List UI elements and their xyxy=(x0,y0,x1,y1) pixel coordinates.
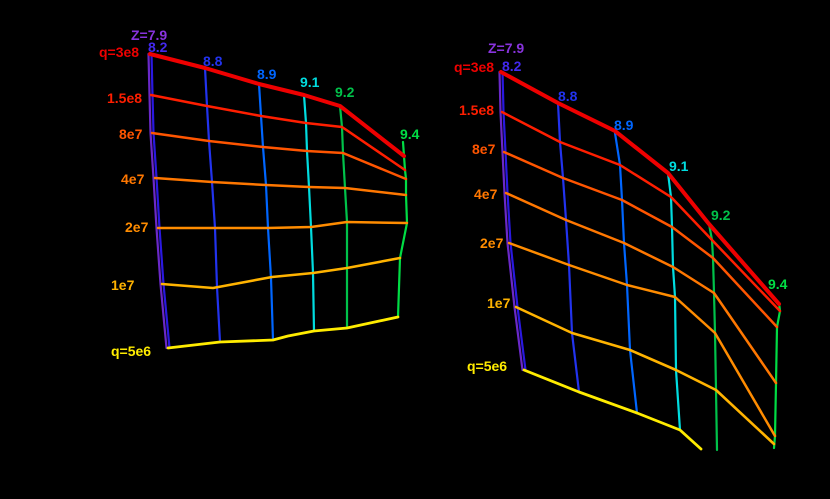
left-panel-age-label-8.9: 8.9 xyxy=(257,66,277,82)
left-panel-age-label-9.1: 9.1 xyxy=(300,74,320,90)
right-panel-age-label-8.8: 8.8 xyxy=(558,88,578,104)
right-panel-age-label-9.1: 9.1 xyxy=(669,158,689,174)
left-panel-q-label-1.5e8: 1.5e8 xyxy=(107,90,142,106)
left-panel-age-label-9.4: 9.4 xyxy=(400,126,420,142)
right-panel-age-label-8.2: 8.2 xyxy=(502,58,522,74)
left-panel-age-line-9.1 xyxy=(302,93,316,333)
left-panel-q-label-2e7: 2e7 xyxy=(125,219,149,235)
right-panel-q-line-2e7 xyxy=(507,241,777,438)
left-panel-q-line-q=3e8 xyxy=(148,52,406,158)
left-panel-q-line-q=5e6 xyxy=(166,315,400,350)
right-panel-age-label-9.2: 9.2 xyxy=(711,207,731,223)
left-panel-q-line-1e7 xyxy=(160,256,402,290)
right-panel-q-line-1.5e8 xyxy=(500,110,782,313)
left-panel-q-label-1e7: 1e7 xyxy=(111,277,135,293)
left-panel-q-label-q=3e8: q=3e8 xyxy=(99,44,139,60)
right-panel-metallicity-label: Z=7.9 xyxy=(488,40,524,56)
right-panel-q-line-1e7 xyxy=(514,305,776,446)
left-panel-age-label-8.2: 8.2 xyxy=(148,39,168,55)
right-panel-q-label-4e7: 4e7 xyxy=(474,186,498,202)
left-panel-age-label-9.2: 9.2 xyxy=(335,84,355,100)
right-panel-q-label-2e7: 2e7 xyxy=(480,235,504,251)
right-panel-q-line-4e7 xyxy=(504,191,778,385)
right-panel-q-label-q=3e8: q=3e8 xyxy=(454,59,494,75)
right-panel-q-label-q=5e6: q=5e6 xyxy=(467,358,507,374)
right-panel-q-label-1.5e8: 1.5e8 xyxy=(459,102,494,118)
left-panel-metallicity-label: Z=7.9 xyxy=(131,27,167,43)
left-panel-age-line-9.2 xyxy=(338,104,349,330)
left-panel-q-label-4e7: 4e7 xyxy=(121,171,145,187)
right-panel-q-line-q=3e8 xyxy=(499,70,781,306)
right-panel-q-line-8e7 xyxy=(502,150,779,329)
right-panel-age-label-8.9: 8.9 xyxy=(614,117,634,133)
left-panel-q-line-8e7 xyxy=(150,131,408,181)
left-panel-q-line-1.5e8 xyxy=(149,93,407,172)
left-panel-age-line-8.2-strand-1 xyxy=(147,52,168,350)
left-panel-q-label-8e7: 8e7 xyxy=(119,126,143,142)
left-panel-age-label-8.8: 8.8 xyxy=(203,53,223,69)
right-panel-age-label-9.4: 9.4 xyxy=(768,276,788,292)
left-panel-q-label-q=5e6: q=5e6 xyxy=(111,343,151,359)
right-panel-q-line-q=5e6 xyxy=(522,368,703,451)
right-panel-age-line-8.2-strand-1 xyxy=(498,70,524,372)
left-panel-age-line-9.4 xyxy=(396,140,409,319)
right-panel: Z=7.9 8.2 8.8 8.9 9.1 9.2 9.4 q=3e8 1.5e8 8e7 4e7 2… xyxy=(454,40,788,452)
left-panel-q-line-2e7 xyxy=(156,220,409,230)
right-panel-q-label-1e7: 1e7 xyxy=(487,295,511,311)
left-panel: Z=7.98.2 8.8 8.9 9.1 9.2 9.4 q=3e8 1.5e8 8e7 4e7 2… xyxy=(99,27,420,359)
left-panel-q-line-4e7 xyxy=(153,176,408,197)
right-panel-q-label-8e7: 8e7 xyxy=(472,141,496,157)
left-panel-age-line-8.9 xyxy=(257,82,275,342)
